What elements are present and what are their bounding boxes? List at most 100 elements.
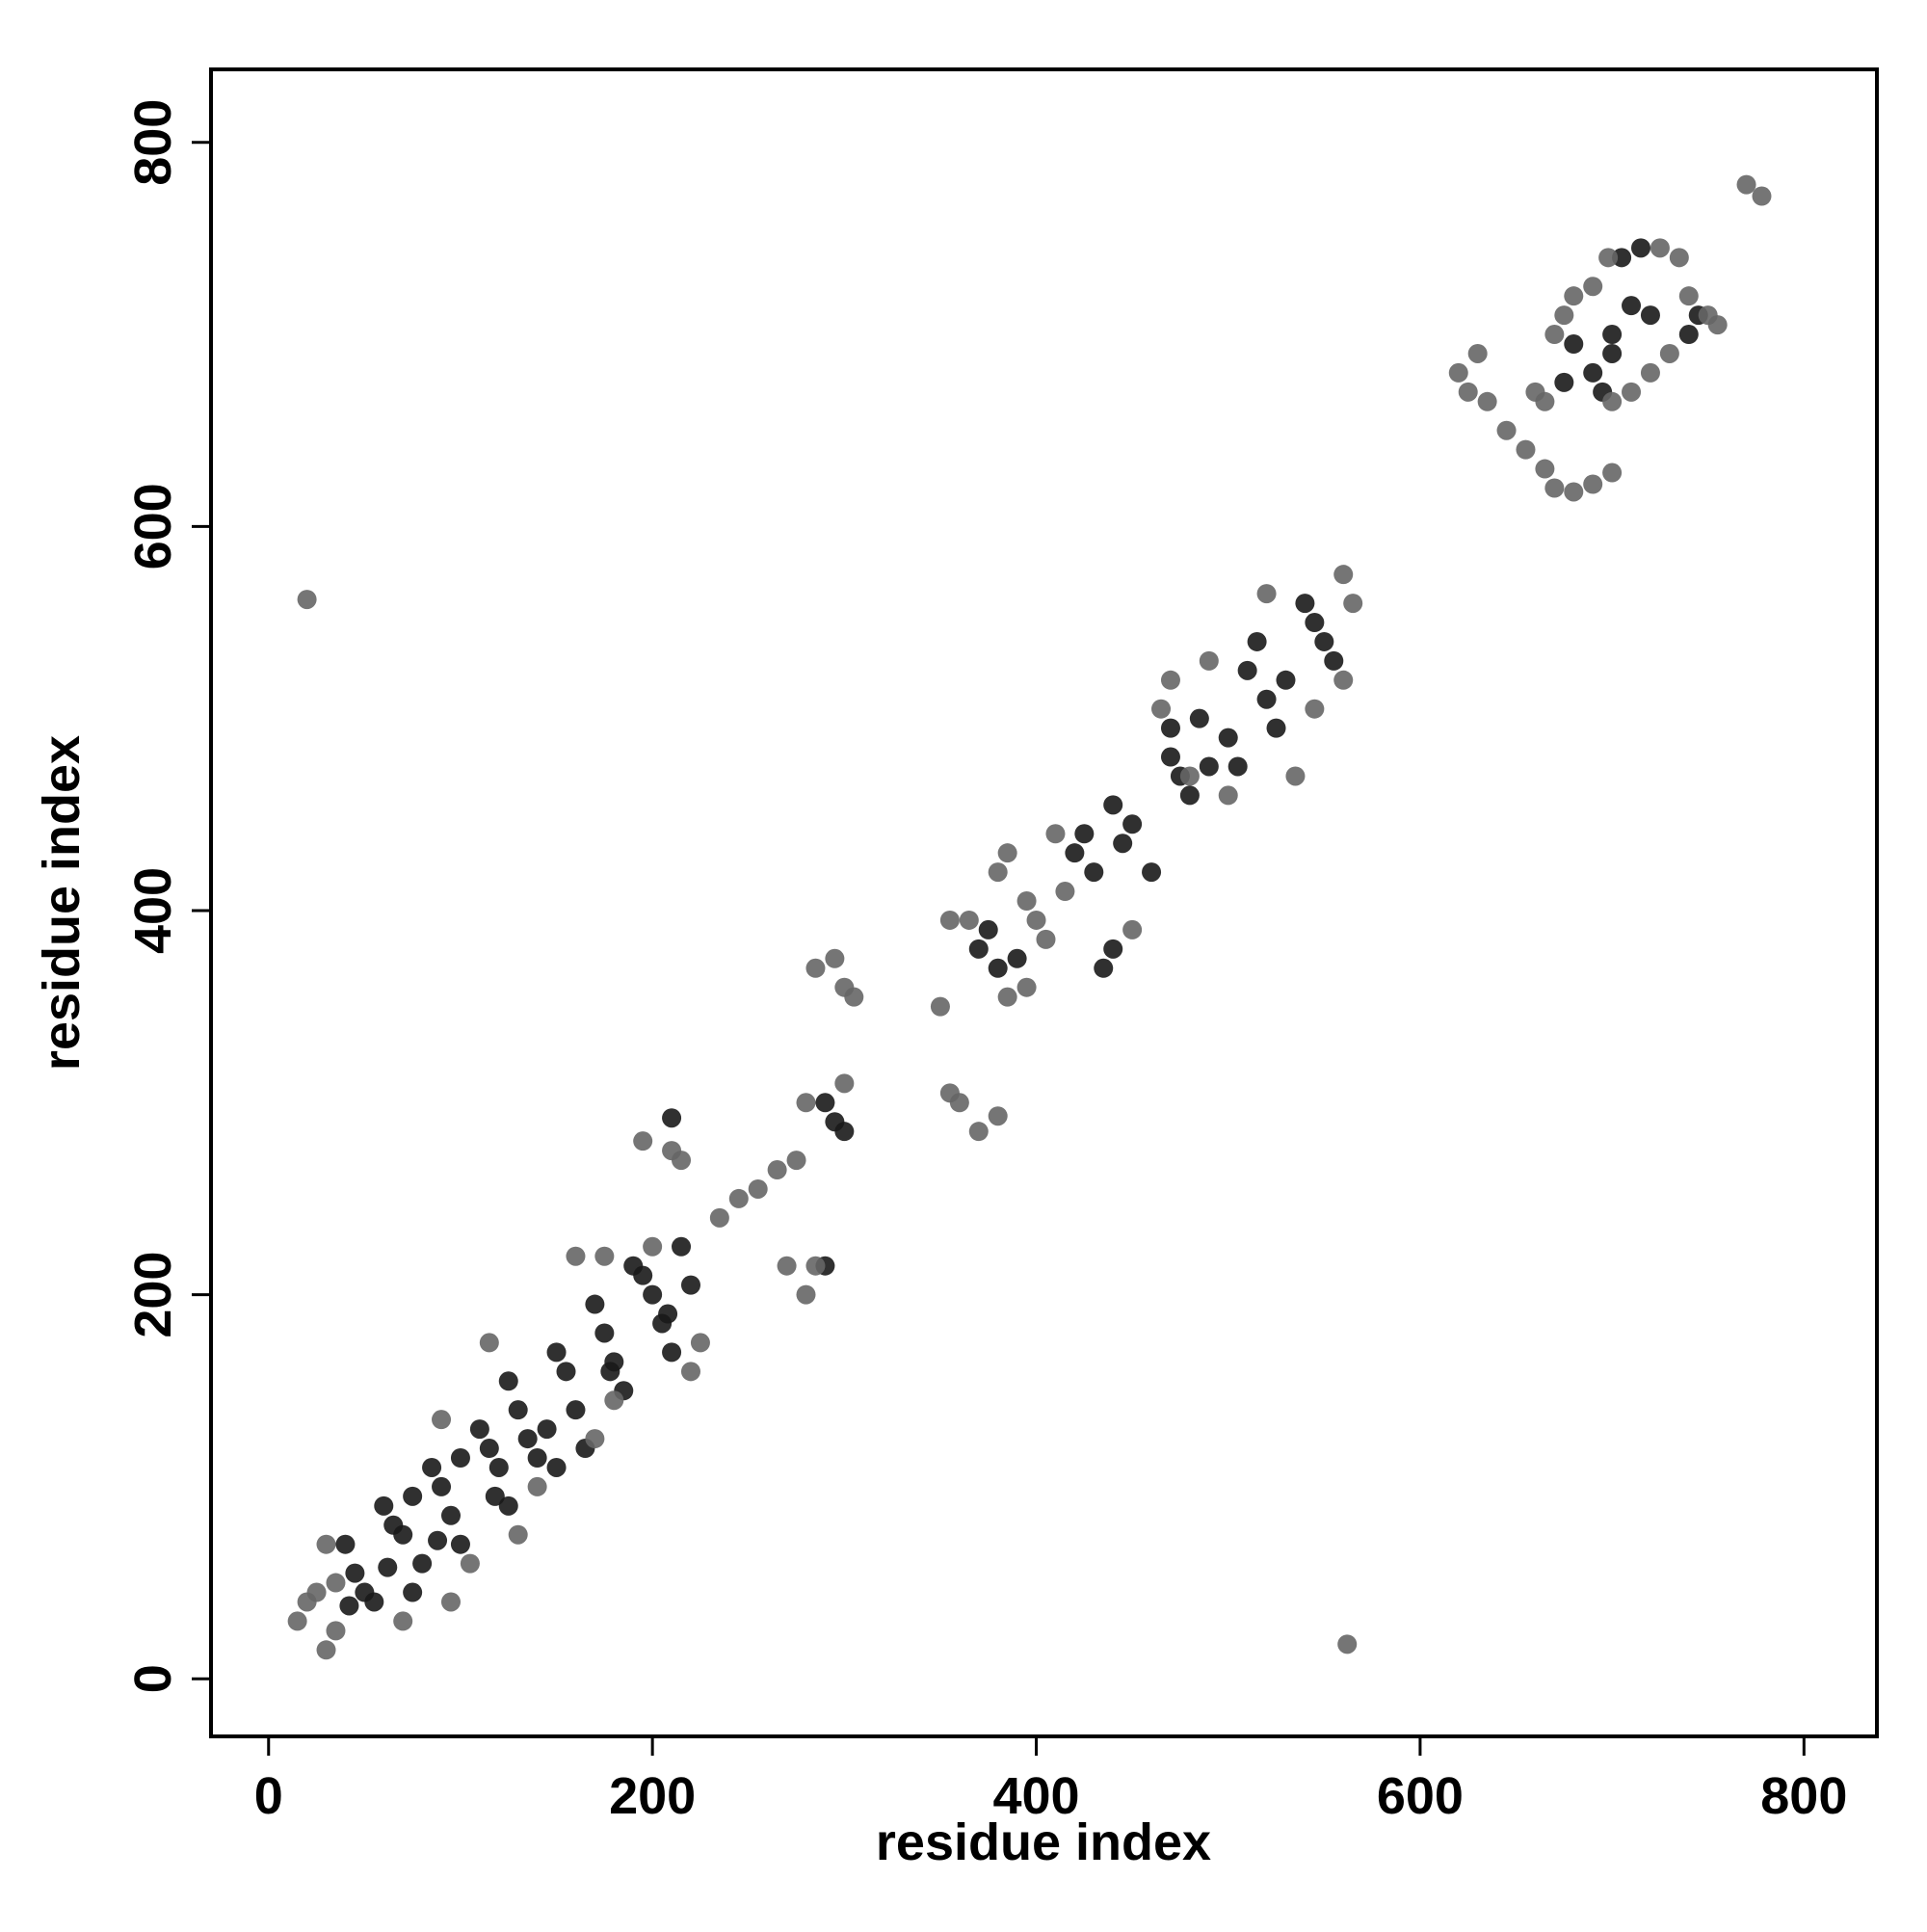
- point: [326, 1621, 346, 1641]
- x-tick-label: 400: [992, 1767, 1079, 1825]
- point: [585, 1429, 605, 1449]
- point: [546, 1342, 567, 1363]
- point: [1602, 343, 1623, 363]
- point: [796, 1284, 816, 1305]
- point: [1218, 728, 1238, 748]
- point: [1678, 325, 1699, 345]
- point: [1285, 766, 1306, 786]
- y-tick-label: 400: [124, 867, 182, 954]
- point: [1151, 699, 1172, 719]
- point: [1026, 910, 1046, 930]
- point: [1199, 756, 1219, 777]
- x-axis-title: residue index: [876, 1813, 1211, 1871]
- point: [1564, 286, 1584, 306]
- point: [440, 1592, 461, 1612]
- point: [1640, 362, 1660, 383]
- point: [834, 1122, 855, 1142]
- point: [1103, 795, 1123, 815]
- point: [1065, 843, 1085, 863]
- point: [479, 1439, 499, 1459]
- point: [1707, 315, 1728, 335]
- point: [485, 1486, 505, 1506]
- point: [326, 1573, 346, 1593]
- point: [786, 1151, 806, 1171]
- point: [508, 1400, 528, 1420]
- point: [600, 1362, 620, 1382]
- point: [748, 1178, 768, 1199]
- point: [316, 1534, 336, 1554]
- point: [1496, 420, 1517, 440]
- point: [1266, 718, 1286, 738]
- point: [378, 1557, 398, 1577]
- point: [1237, 660, 1257, 680]
- point: [316, 1640, 336, 1660]
- point: [1084, 862, 1104, 883]
- y-axis-title: residue index: [33, 735, 91, 1071]
- point: [1016, 977, 1037, 997]
- point: [777, 1256, 797, 1276]
- point: [393, 1611, 413, 1631]
- point: [728, 1188, 749, 1208]
- point: [1122, 919, 1143, 940]
- point: [930, 996, 950, 1017]
- point: [767, 1160, 787, 1180]
- point: [1669, 248, 1689, 268]
- point: [566, 1246, 586, 1266]
- y-tick-label: 0: [124, 1664, 182, 1693]
- point: [815, 1093, 835, 1113]
- point: [594, 1323, 615, 1343]
- y-tick-label: 200: [124, 1252, 182, 1338]
- point: [1007, 948, 1027, 968]
- point: [1256, 689, 1277, 709]
- point: [1189, 708, 1209, 728]
- point: [339, 1596, 359, 1616]
- point: [1179, 766, 1200, 786]
- point: [1622, 382, 1642, 402]
- point: [805, 958, 826, 978]
- point: [1333, 565, 1354, 585]
- point: [498, 1371, 518, 1391]
- point: [287, 1611, 307, 1631]
- point: [680, 1275, 700, 1295]
- point: [450, 1534, 470, 1554]
- point: [527, 1476, 547, 1496]
- point: [1477, 391, 1497, 411]
- point: [988, 1106, 1008, 1126]
- point: [594, 1246, 615, 1266]
- point: [1218, 785, 1238, 806]
- point: [1074, 824, 1095, 844]
- point: [546, 1457, 567, 1477]
- point: [709, 1207, 729, 1228]
- point: [1602, 325, 1623, 345]
- point: [968, 939, 989, 959]
- point: [1314, 631, 1334, 651]
- point: [527, 1448, 547, 1469]
- point: [1622, 296, 1642, 316]
- point: [939, 910, 960, 930]
- point: [1544, 325, 1565, 345]
- point: [1583, 362, 1603, 383]
- point: [988, 862, 1008, 883]
- point: [1678, 286, 1699, 306]
- point: [335, 1534, 356, 1554]
- point: [469, 1419, 489, 1440]
- point: [1324, 650, 1344, 671]
- point: [412, 1553, 433, 1574]
- x-tick-label: 0: [254, 1767, 283, 1825]
- point: [1333, 670, 1354, 690]
- point: [556, 1362, 576, 1382]
- point: [1602, 391, 1623, 411]
- point: [1525, 382, 1545, 402]
- point: [1554, 305, 1574, 326]
- point: [460, 1553, 480, 1574]
- point: [1598, 248, 1619, 268]
- point: [796, 1093, 816, 1113]
- point: [585, 1294, 605, 1314]
- point: [1650, 238, 1670, 258]
- point: [1640, 305, 1660, 326]
- point: [403, 1582, 423, 1602]
- point: [1564, 482, 1584, 502]
- point: [1160, 670, 1180, 690]
- point: [672, 1236, 692, 1257]
